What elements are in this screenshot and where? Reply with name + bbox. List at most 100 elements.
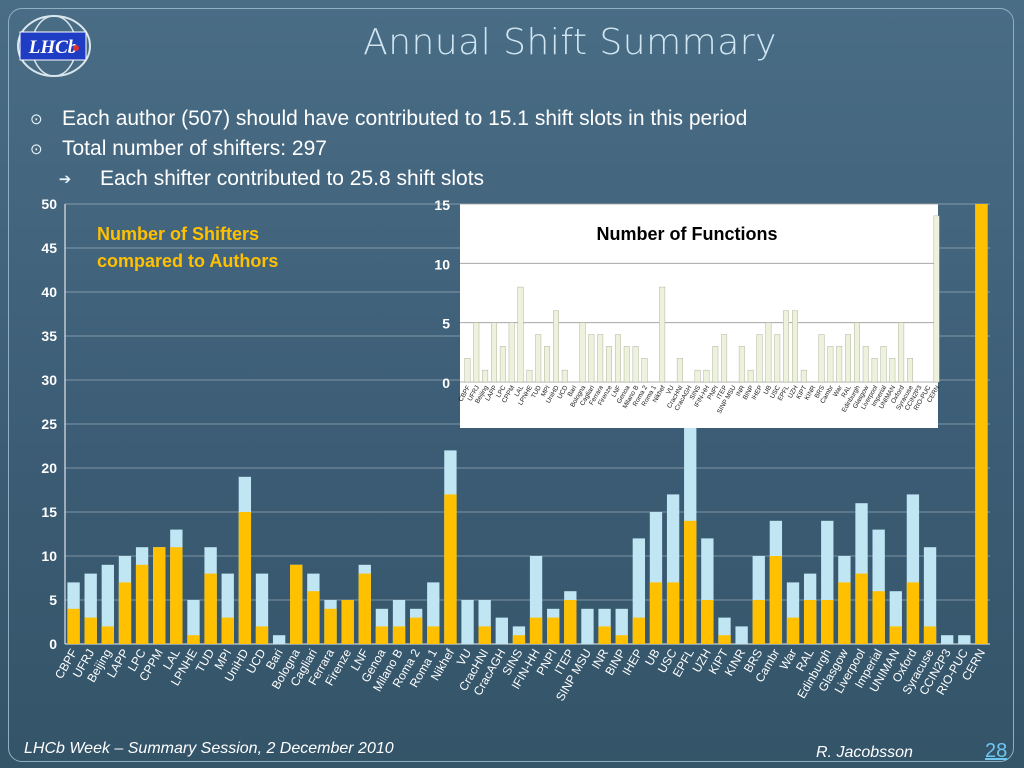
shifter-bar — [187, 635, 200, 644]
function-bar — [871, 358, 878, 383]
inset-x-tick-label: MPI — [540, 384, 552, 398]
shifter-bar — [375, 626, 389, 644]
author-bar — [941, 635, 954, 644]
y-tick-label: 45 — [41, 240, 57, 256]
function-bar — [588, 334, 595, 383]
function-bar — [561, 369, 568, 383]
shifter-bar — [427, 626, 440, 644]
function-bar — [880, 346, 887, 383]
function-bar — [623, 346, 630, 383]
shifter-bar — [769, 556, 783, 644]
author-bar — [735, 626, 748, 644]
function-bar — [862, 346, 869, 383]
shifter-bar — [701, 600, 714, 644]
function-bar — [889, 358, 896, 383]
bullet-text: Each author (507) should have contribute… — [62, 107, 748, 130]
inset-y-tick-label: 0 — [442, 375, 450, 391]
author-bar — [581, 608, 594, 644]
shifter-bar — [204, 573, 217, 644]
shifter-bar — [255, 626, 269, 644]
function-bar — [544, 346, 551, 383]
shifter-bar — [752, 600, 765, 644]
author-bar — [101, 564, 114, 644]
author-bar — [958, 635, 971, 644]
y-tick-label: 40 — [41, 284, 57, 300]
shifter-bar — [478, 626, 491, 644]
author-bar — [923, 547, 937, 644]
y-tick-label: 5 — [49, 592, 57, 608]
footer-author: R. Jacobsson — [816, 744, 913, 761]
function-bar — [632, 346, 639, 383]
y-tick-label: 35 — [41, 328, 57, 344]
y-tick-label: 15 — [41, 504, 57, 520]
function-bar — [473, 322, 480, 383]
shifter-bar — [392, 626, 406, 644]
bullet-circle-icon: ⊙ — [30, 111, 43, 128]
y-tick-label: 30 — [41, 372, 57, 388]
chart-title-functions: Number of Functions — [597, 224, 778, 244]
shifter-bar — [564, 600, 577, 644]
shifter-bar — [290, 564, 303, 644]
function-bar — [721, 334, 728, 383]
shifter-bar — [84, 617, 97, 644]
function-bar — [535, 334, 542, 383]
author-bar — [272, 635, 286, 644]
function-bar — [614, 334, 621, 383]
function-bar — [491, 322, 497, 383]
y-tick-label: 20 — [41, 460, 57, 476]
shifter-bar — [855, 573, 868, 644]
function-bar — [792, 310, 798, 383]
shifter-bar — [786, 617, 800, 644]
shifter-bar — [409, 617, 423, 644]
shifter-bar — [238, 512, 252, 644]
shifter-bar — [649, 582, 663, 644]
function-bar — [517, 286, 524, 383]
shifter-bar — [598, 626, 611, 644]
inset-background — [460, 204, 938, 428]
bullet-list: ⊙ Each author (507) should have contribu… — [30, 104, 747, 194]
function-bar — [712, 346, 719, 383]
shifter-bar — [718, 635, 731, 644]
shifter-bar — [358, 573, 371, 644]
author-bar — [187, 600, 200, 644]
function-bar — [526, 369, 533, 383]
inset-y-tick-label: 5 — [442, 316, 450, 332]
bullet-item: ⊙ Each author (507) should have contribu… — [30, 104, 747, 134]
y-tick-label: 25 — [41, 416, 57, 432]
function-bar — [747, 369, 754, 383]
shifter-bar — [529, 617, 543, 644]
function-bar — [845, 334, 851, 383]
function-bar — [783, 310, 790, 383]
chart-title-shifters: Number of Shifters compared to Authors — [97, 224, 278, 271]
shifter-bar — [101, 626, 114, 644]
function-bar — [836, 346, 843, 383]
function-bar — [738, 346, 745, 383]
shifter-bar — [906, 582, 920, 644]
page-number[interactable]: 28 — [985, 740, 1008, 762]
inset-x-tick-label: UB — [763, 385, 774, 396]
shifter-bar — [615, 635, 628, 644]
y-tick-label: 10 — [41, 548, 57, 564]
bullet-text: Total number of shifters: 297 — [62, 137, 327, 160]
function-bar — [482, 369, 489, 383]
bullet-circle-icon: ⊙ — [30, 141, 43, 158]
shifter-bar — [889, 626, 902, 644]
bullet-item: ➔ Each shifter contributed to 25.8 shift… — [30, 164, 747, 194]
function-bar — [800, 369, 807, 383]
function-bar — [756, 334, 763, 383]
shifter-bar — [221, 617, 234, 644]
shifter-bar — [307, 591, 320, 644]
function-bar — [765, 322, 772, 383]
function-bar — [659, 286, 666, 383]
function-bar — [853, 322, 860, 383]
inset-x-tick-label: VU — [665, 384, 676, 396]
bullet-text: Each shifter contributed to 25.8 shift s… — [100, 167, 485, 190]
function-bar — [818, 334, 825, 383]
shifter-bar — [547, 617, 560, 644]
y-tick-label: 50 — [41, 196, 57, 212]
function-bar — [898, 322, 905, 383]
function-bar — [464, 358, 471, 383]
logo-text: LHCb — [28, 37, 78, 58]
